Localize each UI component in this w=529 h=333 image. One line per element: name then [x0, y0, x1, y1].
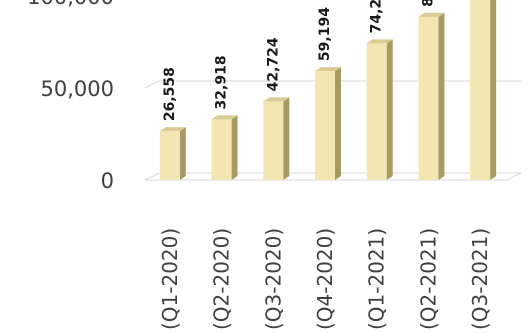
bar-side [386, 39, 393, 180]
y-tick-label: 50,000 [41, 77, 114, 101]
bar-front [418, 16, 439, 180]
floor-side-edge [506, 172, 522, 181]
bar-side [231, 115, 238, 180]
x-tick-label: (Q2-2021) [416, 228, 440, 330]
gridline [144, 80, 521, 89]
x-tick-label: (Q3-2020) [261, 228, 285, 330]
bar-front [366, 43, 387, 180]
x-tick-label: (Q3-2021) [468, 228, 492, 330]
bar-top [418, 12, 445, 17]
bar-side [490, 0, 497, 180]
bar-side [283, 97, 290, 180]
bar-front [315, 71, 335, 180]
data-label: 42,724 [265, 37, 281, 91]
gridline [144, 172, 521, 181]
bar [263, 97, 290, 180]
bar [211, 115, 238, 180]
bar [366, 39, 393, 180]
data-label: 59,194 [317, 7, 333, 61]
bar-side [335, 67, 341, 180]
bar-top [211, 115, 238, 120]
y-tick-label: 0 [101, 169, 114, 193]
bar-top [263, 97, 290, 102]
bar-front [159, 131, 180, 180]
x-tick-label: (Q4-2020) [313, 228, 337, 330]
data-label: 26,558 [162, 67, 178, 121]
bar-top [159, 127, 186, 132]
x-tick-label: (Q1-2020) [158, 228, 182, 330]
data-label: 32,918 [214, 55, 230, 109]
bar-top [366, 39, 393, 44]
bar-front [263, 101, 284, 180]
bar [315, 67, 341, 180]
bar-top [315, 67, 341, 72]
bar [418, 12, 445, 180]
x-tick-label: (Q2-2020) [210, 228, 234, 330]
bar [470, 0, 497, 180]
bar-side [179, 127, 186, 180]
data-label: 88,638 [420, 0, 436, 7]
bar-front [470, 0, 491, 180]
bar-front [211, 119, 232, 180]
bar-side [438, 12, 445, 180]
x-tick-label: (Q1-2021) [365, 228, 389, 330]
y-tick-label: 100,000 [27, 0, 114, 9]
bar [159, 127, 186, 180]
data-label: 74,265 [369, 0, 385, 33]
